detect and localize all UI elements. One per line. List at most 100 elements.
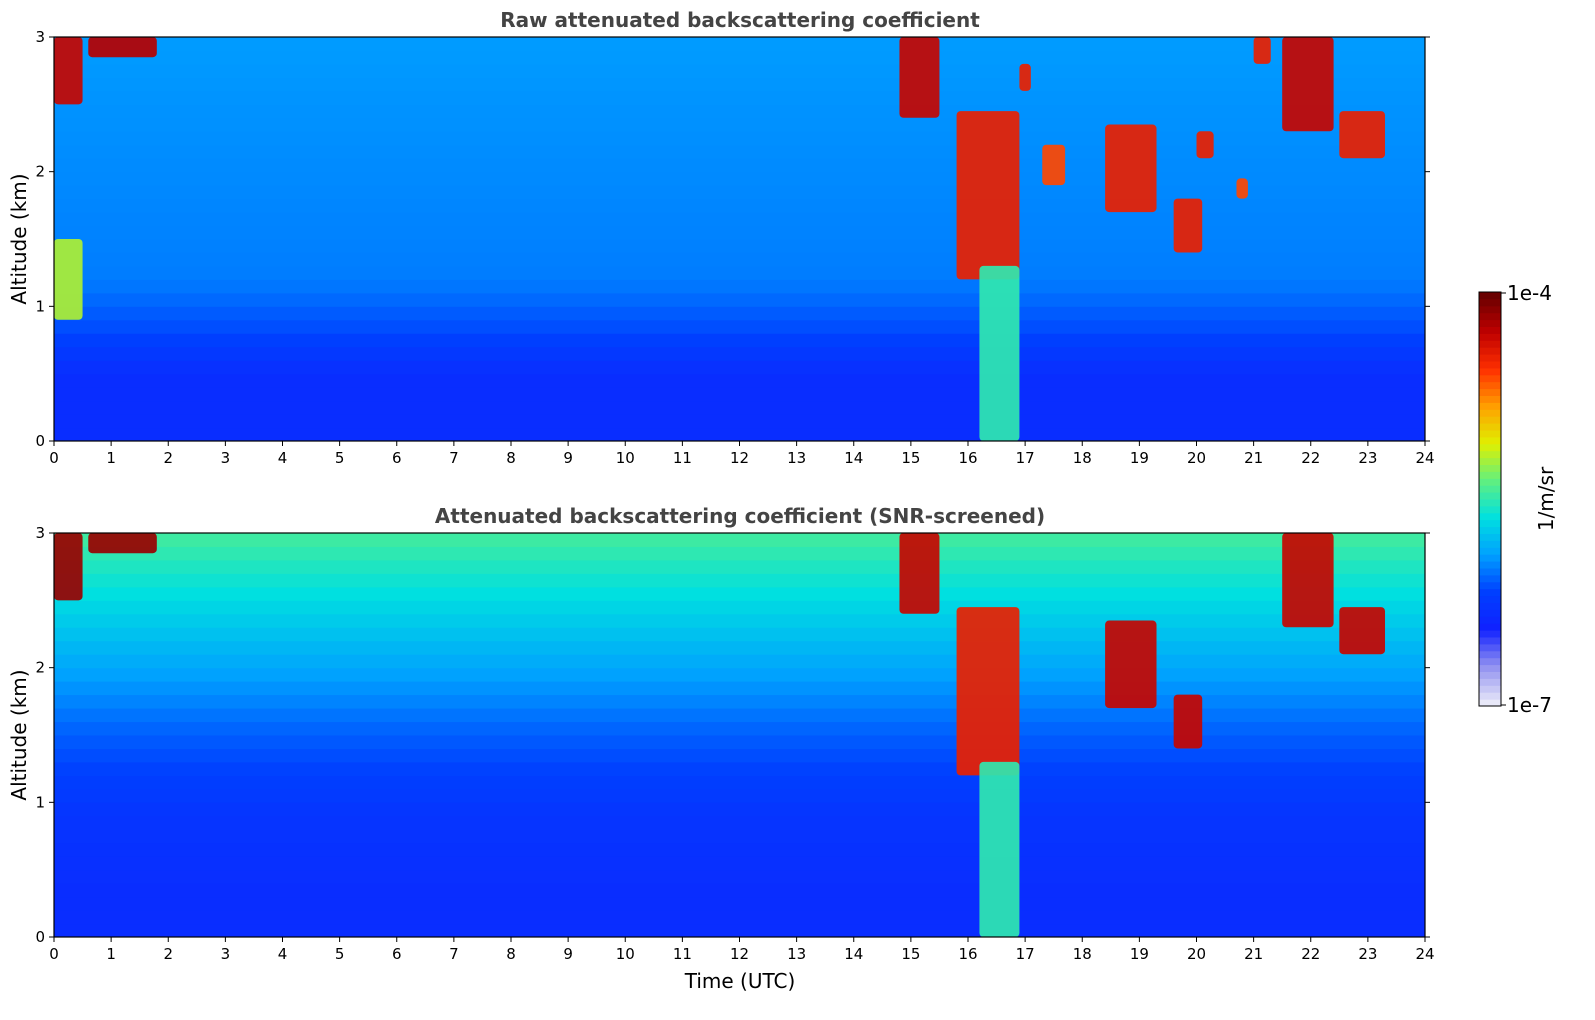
background-band [54,360,1425,375]
panel-raw-x-ticks: 0 1 2 3 4 5 6 7 8 9 10 11 12 13 14 15 16 17 18 19 20 21 22 23 24 [49,441,1435,467]
colorbar-segment [1479,699,1501,707]
background-band [54,802,1425,817]
colorbar-segment [1479,381,1501,390]
x-tick-label: 22 [1301,945,1320,963]
background-band [54,896,1425,911]
colorbar-segment [1479,457,1501,465]
colorbar-unit-label: 1/m/sr [1534,466,1558,531]
background-band [54,319,1425,334]
background-band [54,600,1425,615]
x-tick-label: 21 [1244,449,1263,467]
cloud-feature [1042,144,1066,186]
background-band [54,171,1425,186]
x-tick-label: 0 [49,945,59,963]
background-band [54,654,1425,669]
panel-screened-y-label: Altitude (km) [7,669,31,800]
y-tick-label: 3 [35,28,45,46]
cloud-feature [88,533,157,554]
colorbar-segment [1479,478,1501,486]
background-band [54,306,1425,321]
background-band [54,292,1425,307]
x-tick-label: 23 [1358,945,1377,963]
colorbar-min-label: 1e-7 [1507,693,1552,717]
x-tick-label: 4 [278,945,288,963]
colorbar-segment [1479,395,1501,403]
cloud-feature [54,37,83,105]
colorbar-segment [1479,319,1501,327]
colorbar-segment [1479,581,1501,590]
colorbar-segment [1479,533,1501,541]
x-tick-label: 5 [335,945,345,963]
cloud-feature [1173,694,1203,749]
x-tick-label: 18 [1073,945,1092,963]
colorbar-segment [1479,685,1501,693]
y-tick-label: 2 [35,163,45,181]
colorbar-frame [1478,291,1502,707]
panel-raw-heatmap [54,37,1425,442]
cloud-feature [979,761,1020,937]
x-tick-label: 1 [106,945,116,963]
panel-screened-x-label: Time (UTC) [684,969,796,993]
panel-raw-y-ticks: 0 1 2 3 [35,28,1430,450]
background-band [54,546,1425,561]
colorbar-segment [1479,561,1501,569]
colorbar-segment [1479,423,1501,431]
cloud-feature [1282,37,1334,132]
colorbar-segment [1479,664,1501,672]
colorbar-segment [1479,464,1501,472]
x-tick-label: 6 [392,449,402,467]
background-band [54,387,1425,402]
background-band [54,573,1425,588]
cloud-feature [899,37,940,118]
colorbar-segment [1479,430,1501,438]
background-band [54,869,1425,884]
cloud-feature [1105,620,1157,709]
colorbar-segment [1479,340,1501,348]
x-tick-label: 5 [335,449,345,467]
x-tick-label: 8 [506,945,516,963]
background-band [54,346,1425,361]
colorbar-segment [1479,409,1501,417]
background-band [54,427,1425,442]
background-band [54,748,1425,763]
x-tick-label: 15 [901,945,920,963]
x-tick-label: 20 [1187,945,1206,963]
x-tick-label: 3 [221,945,231,963]
colorbar-segment [1479,609,1501,617]
y-tick-label: 1 [35,297,45,315]
x-tick-label: 2 [163,945,173,963]
background-band [54,279,1425,294]
colorbar-segment [1479,292,1501,300]
x-tick-label: 18 [1073,449,1092,467]
background-band [54,265,1425,280]
x-tick-label: 12 [730,449,749,467]
x-tick-label: 20 [1187,449,1206,467]
panel-raw-title: Raw attenuated backscattering coefficien… [500,8,980,32]
x-tick-label: 8 [506,449,516,467]
background-band [54,775,1425,790]
cloud-feature [899,533,940,614]
cloud-feature [1019,63,1031,91]
panel-raw-y-label: Altitude (km) [7,173,31,304]
background-band [54,829,1425,844]
background-band [54,198,1425,213]
colorbar-segment [1479,450,1501,459]
x-tick-label: 16 [958,945,977,963]
background-band [54,333,1425,348]
cloud-feature [956,607,1020,776]
colorbar-segment [1479,333,1501,341]
background-band [54,37,1425,51]
colorbar-segment [1479,298,1501,307]
x-tick-label: 10 [616,945,635,963]
background-band [54,586,1425,601]
background-band [54,117,1425,132]
background-band [54,185,1425,200]
colorbar-segment [1479,568,1501,576]
background-band [54,212,1425,227]
background-band [54,158,1425,173]
x-tick-label: 13 [787,449,806,467]
colorbar-segment [1479,574,1501,583]
colorbar-segment [1479,347,1501,355]
background-band [54,815,1425,830]
colorbar-segment [1479,657,1501,666]
